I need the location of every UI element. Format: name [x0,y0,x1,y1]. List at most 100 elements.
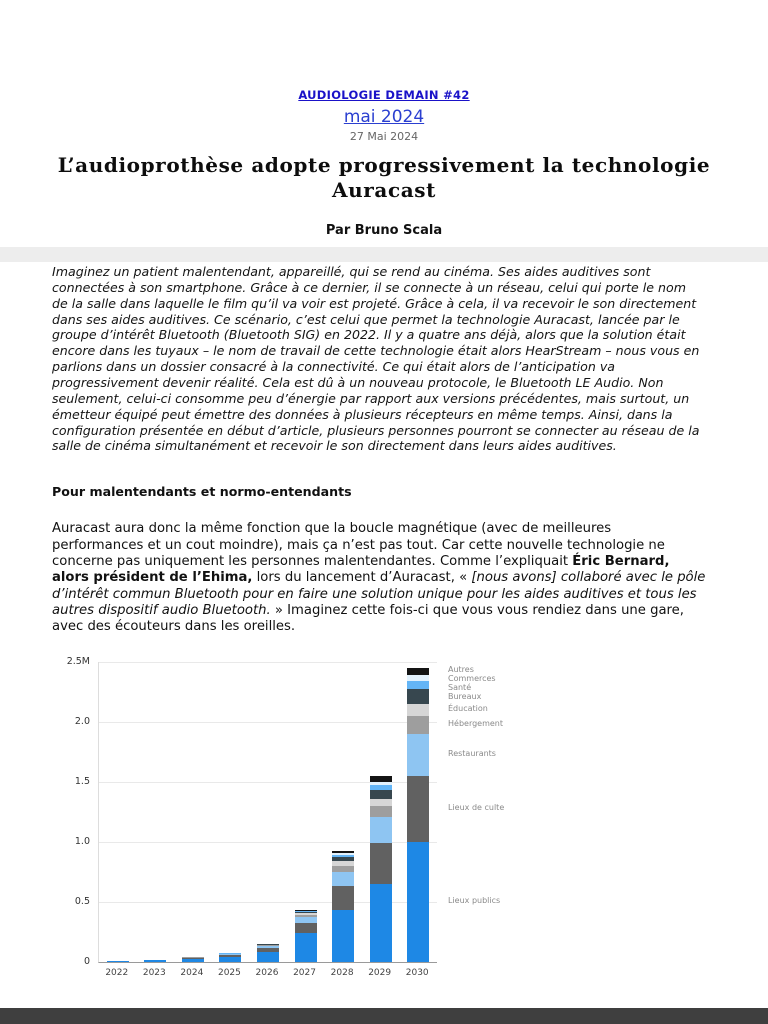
text-segment-regular: » Imaginez cette fois-ci que vous vous r… [52,603,684,635]
text-segment-regular: lors du lancement d’Auracast, « [252,570,472,586]
legend-label-bureaux: Bureaux [448,692,482,702]
bar-segment-education [332,861,355,866]
bar-segment-autres [407,667,430,676]
bar-segment-hebergement [369,805,392,817]
bar-segment-lieux-publics [144,960,167,962]
bar-2023 [144,959,167,962]
gridline [99,901,437,903]
text-segment-regular: Auracast aura donc la même fonction que … [52,521,665,570]
x-axis-tick-label: 2023 [142,967,166,978]
bar-segment-lieux-publics [332,910,355,962]
byline: Par Bruno Scala [325,223,443,238]
bar-segment-lieux-publics [407,841,430,962]
y-axis-tick-label: 1.5 [74,775,90,787]
bar-segment-restaurants [407,733,430,776]
divider-band [0,247,768,262]
bar-segment-commerces [332,853,355,855]
bar-segment-hebergement [257,945,279,947]
footer-bar [0,1008,768,1024]
bar-segment-bureaux [407,689,430,704]
bar-chart: 0 0.5 1.0 1.5 2.0 2.5M 2022 2023 2024 2025 2026 202… [56,654,616,986]
x-axis-tick-label: 2028 [330,967,354,978]
bar-segment-lieux-de-culte [369,842,392,884]
legend-label-lieux-de-culte: Lieux de culte [448,802,505,812]
section-heading: Pour malentendants et normo-entendants [52,484,352,500]
bar-2029 [369,775,392,962]
publication-link[interactable]: AUDIOLOGIE DEMAIN #42 [298,88,470,102]
bar-segment-restaurants [369,816,392,843]
bar-segment-lieux-publics [369,883,392,962]
bar-segment-commerces [369,781,392,786]
bar-segment-hebergement [407,715,430,734]
bar-segment-education [257,944,279,946]
x-axis-tick-label: 2030 [405,967,429,978]
bar-segment-lieux-publics [181,959,204,962]
bar-2030 [407,667,430,962]
article-title: L’audioprothèse adopte progressivement l… [57,153,711,202]
gridline [99,781,437,783]
bar-segment-bureaux [369,790,392,799]
bar-segment-lieux-publics [106,961,129,962]
text-segment-bold: Éric Bernard, alors président de l’Ehima… [52,554,670,586]
y-axis-tick-label: 2.0 [74,715,90,727]
x-axis-tick-label: 2026 [255,967,279,978]
legend-label-sante: Santé [448,683,472,693]
bar-segment-sante [332,854,355,857]
paragraph-rich: Auracast aura donc la même fonction que … [52,521,706,636]
bar-segment-restaurants [294,917,317,924]
bar-2024 [181,957,204,962]
chart-plot [98,661,437,963]
gridline [99,841,437,843]
y-axis-tick-label: 0 [83,955,90,967]
bar-2028 [332,850,355,962]
bar-segment-restaurants [332,871,355,887]
bar-segment-autres [369,775,392,782]
legend-label-autres: Autres [448,665,474,675]
bar-segment-lieux-de-culte [332,886,355,911]
bar-segment-lieux-de-culte [407,775,430,842]
bar-segment-sante [294,911,317,912]
x-axis-tick-label: 2024 [180,967,204,978]
bar-segment-restaurants [219,954,242,956]
gridline [99,661,437,663]
bar-segment-restaurants [257,946,279,949]
y-axis-tick-label: 0.5 [74,895,90,907]
bar-segment-lieux-publics [294,933,317,962]
bar-segment-hebergement [294,915,317,918]
bar-segment-bureaux [294,911,317,914]
bar-2027 [294,909,317,962]
bar-segment-hebergement [332,865,355,872]
bar-segment-lieux-de-culte [257,948,279,953]
header-block: AUDIOLOGIE DEMAIN #42 mai 2024 27 Mai 20… [0,0,768,143]
intro-paragraph: Imaginez un patient malentendant, appare… [52,264,700,454]
y-axis-tick-label: 1.0 [74,835,90,847]
legend-label-commerces: Commerces [448,674,496,684]
bar-2026 [257,943,279,962]
bar-segment-lieux-publics [257,952,279,962]
bar-segment-education [294,913,317,916]
gridline [99,721,437,723]
bar-segment-lieux-publics [219,956,242,962]
bar-segment-lieux-de-culte [219,955,242,957]
bar-segment-education [407,703,430,716]
date-label: 27 Mai 2024 [349,130,419,143]
bar-segment-restaurants [181,957,204,959]
bar-segment-commerces [407,675,430,682]
legend-label-education: Éducation [448,703,488,713]
bar-segment-autres [294,909,317,911]
issue-link[interactable]: mai 2024 [343,107,425,127]
legend-label-hebergement: Hébergement [448,718,504,728]
bar-2022 [106,960,129,962]
bar-segment-lieux-de-culte [294,923,317,933]
legend-label-lieux-publics: Lieux publics [448,895,501,905]
bar-segment-education [369,798,392,806]
y-axis-tick-label: 2.5M [66,655,90,667]
bar-segment-lieux-de-culte [181,958,204,960]
x-axis-tick-label: 2027 [293,967,316,978]
bar-segment-sante [407,681,430,690]
bar-segment-bureaux [332,856,355,861]
bar-2025 [219,953,242,962]
text-segment-italic: [nous avons] collaboré avec le pôle d’in… [52,570,706,619]
bar-segment-autres [332,850,355,854]
